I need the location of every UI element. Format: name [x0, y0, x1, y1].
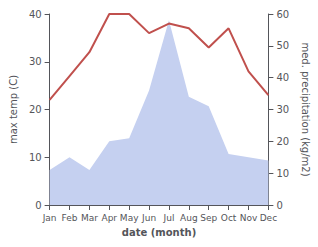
svg-text:40: 40 — [276, 72, 289, 83]
svg-text:Dec: Dec — [260, 213, 277, 223]
svg-text:med. precipitation (kg/m2): med. precipitation (kg/m2) — [300, 42, 311, 176]
svg-text:0: 0 — [276, 200, 282, 211]
svg-text:Apr: Apr — [101, 213, 117, 223]
svg-text:30: 30 — [29, 56, 42, 67]
svg-text:date (month): date (month) — [122, 227, 196, 238]
svg-text:30: 30 — [276, 104, 289, 115]
svg-text:Jul: Jul — [163, 213, 175, 223]
svg-text:max temp (C): max temp (C) — [8, 75, 19, 144]
svg-text:Jun: Jun — [141, 213, 156, 223]
svg-text:Feb: Feb — [62, 213, 78, 223]
svg-text:Mar: Mar — [81, 213, 98, 223]
svg-text:50: 50 — [276, 40, 289, 51]
svg-text:Aug: Aug — [180, 213, 198, 223]
svg-text:Sep: Sep — [200, 213, 217, 223]
svg-text:10: 10 — [29, 152, 42, 163]
svg-text:10: 10 — [276, 168, 289, 179]
svg-text:40: 40 — [29, 9, 42, 20]
svg-text:Oct: Oct — [221, 213, 237, 223]
svg-text:20: 20 — [29, 104, 42, 115]
svg-text:Jan: Jan — [42, 213, 57, 223]
svg-text:60: 60 — [276, 9, 289, 20]
svg-text:May: May — [120, 213, 139, 223]
svg-text:0: 0 — [35, 200, 41, 211]
svg-text:20: 20 — [276, 136, 289, 147]
svg-text:Nov: Nov — [240, 213, 258, 223]
